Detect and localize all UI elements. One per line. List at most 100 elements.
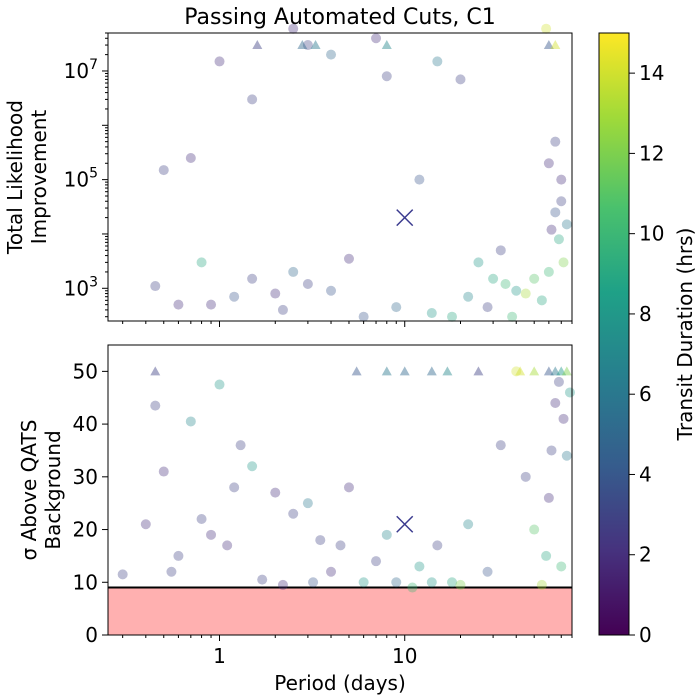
data-point [343, 253, 354, 264]
x-tick-label: 1 [213, 644, 226, 668]
data-point [277, 579, 288, 590]
data-point [495, 440, 506, 451]
colorbar-tick-label: 8 [639, 302, 652, 326]
data-triangle [150, 366, 161, 376]
data-point [247, 94, 258, 105]
data-triangle [399, 366, 410, 376]
data-point [558, 413, 569, 424]
data-point [520, 471, 531, 482]
data-point [473, 257, 484, 268]
y-tick-label: 103 [64, 274, 98, 300]
data-point [381, 71, 392, 82]
bottom-ylabel-line2: Background [41, 430, 65, 549]
data-point [214, 56, 225, 67]
data-triangle [381, 366, 392, 376]
colorbar [598, 32, 630, 636]
data-point [371, 556, 382, 567]
y-tick-label: 20 [73, 518, 98, 542]
colorbar-tick-label: 2 [639, 543, 652, 567]
colorbar-label: Transit Duration (hrs) [673, 228, 697, 442]
data-point [173, 550, 184, 561]
colorbar-tick-label: 14 [639, 61, 664, 85]
threshold-region [108, 587, 572, 635]
data-point [358, 311, 369, 322]
data-point [432, 540, 443, 551]
top-ylabel-line2: Improvement [27, 110, 51, 245]
data-point [463, 291, 474, 302]
data-point [556, 196, 567, 207]
data-point [247, 461, 258, 472]
top-ylabel-line1: Total Likelihood [3, 100, 27, 255]
data-point [550, 207, 561, 218]
data-point [270, 487, 281, 498]
data-point [247, 273, 258, 284]
data-point [358, 577, 369, 588]
data-point [270, 288, 281, 299]
data-point [507, 311, 518, 322]
data-point [326, 285, 337, 296]
data-point [488, 273, 499, 284]
data-point [536, 579, 547, 590]
data-point [315, 535, 326, 546]
data-point [553, 234, 564, 245]
y-tick-label: 40 [73, 412, 98, 436]
data-point [556, 561, 567, 572]
top-panel: 103 105 107 Total Likelihood Improvement [3, 23, 573, 327]
y-tick-label: 105 [64, 166, 98, 192]
data-point [229, 291, 240, 302]
data-point [482, 302, 493, 313]
data-point [206, 299, 217, 310]
data-point [235, 440, 246, 451]
data-point [326, 566, 337, 577]
data-point [166, 566, 177, 577]
data-point [561, 219, 572, 230]
data-point [407, 582, 418, 593]
top-points [150, 23, 572, 322]
top-plot-area [108, 33, 572, 321]
data-triangle [473, 366, 484, 376]
data-point [158, 466, 169, 477]
data-point [414, 174, 425, 185]
data-point [196, 514, 207, 524]
y-tick-label: 107 [64, 57, 98, 83]
data-point [520, 288, 531, 299]
data-point [391, 302, 402, 313]
data-point [391, 577, 402, 588]
data-point [553, 376, 564, 387]
colorbar-tick-label: 4 [639, 462, 652, 486]
data-point [561, 450, 572, 461]
data-triangle [529, 366, 540, 376]
data-point [185, 153, 196, 164]
data-point [222, 540, 233, 551]
x-axis-label: Period (days) [274, 671, 406, 695]
data-point [495, 245, 506, 256]
data-point [196, 257, 207, 268]
data-point [371, 33, 382, 44]
data-point [541, 550, 552, 561]
data-point [511, 366, 522, 377]
data-point [288, 508, 299, 519]
colorbar-ticks: 0 2 4 6 8 10 12 14 [629, 61, 664, 647]
data-triangle [310, 40, 321, 49]
y-tick-label: 50 [73, 359, 98, 383]
data-point [302, 40, 313, 51]
data-point [536, 295, 547, 306]
data-point [158, 165, 169, 176]
data-point [426, 308, 437, 319]
data-point [550, 398, 561, 408]
data-triangle [550, 366, 561, 376]
data-point [500, 278, 511, 289]
data-triangle [561, 366, 572, 376]
data-triangle [426, 366, 437, 376]
data-point [426, 577, 437, 588]
bottom-panel: 1 10 0 10 20 30 40 50 σ Above QATS Background [17, 344, 575, 668]
colorbar-tick-label: 6 [639, 382, 652, 406]
data-point [455, 74, 466, 85]
data-point [546, 445, 557, 456]
data-point [257, 574, 268, 585]
data-triangle [442, 366, 453, 376]
data-point [543, 266, 554, 277]
data-point [414, 561, 425, 572]
data-point [529, 273, 540, 284]
data-point [546, 224, 557, 235]
